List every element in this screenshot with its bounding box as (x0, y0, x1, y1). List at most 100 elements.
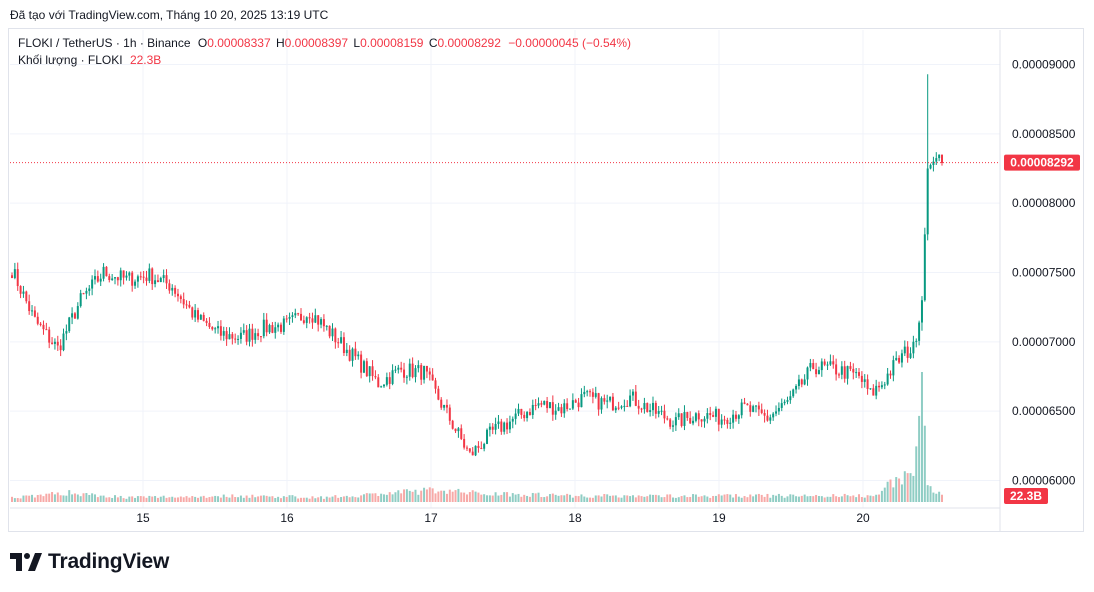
candle-body (520, 408, 523, 415)
candle-body (385, 377, 388, 385)
candle-body (858, 372, 861, 376)
candle-body (331, 328, 334, 337)
candle-body (428, 371, 431, 375)
volume-bar (935, 493, 938, 502)
candle-body (271, 325, 274, 333)
volume-bar (208, 497, 211, 502)
candle-body (79, 293, 82, 307)
volume-bar (228, 497, 231, 502)
volume-bar (720, 495, 723, 502)
volume-bar (886, 481, 889, 502)
candle-body (789, 396, 792, 401)
candle-body (262, 319, 265, 337)
candle-body (620, 406, 623, 408)
candle-body (45, 329, 48, 331)
candle-body (400, 367, 403, 370)
volume-bar (880, 490, 883, 502)
volume-bar (903, 471, 906, 502)
volume-bar (440, 490, 443, 502)
volume-bar (757, 493, 760, 502)
volume-bar (631, 495, 634, 502)
volume-bar (371, 493, 374, 502)
candle-body (371, 366, 374, 377)
volume-bar (826, 496, 829, 502)
volume-bar (134, 497, 137, 502)
volume-bar (775, 495, 778, 502)
volume-bar (136, 496, 139, 502)
candle-body (880, 385, 883, 388)
candle-body (918, 322, 921, 341)
candle-body (797, 379, 800, 386)
volume-label: Khối lượng · FLOKI (18, 53, 123, 67)
volume-bar (337, 497, 340, 502)
last-price-line: 0.00008292 22.3B (10, 154, 1080, 504)
volume-bar (941, 494, 943, 502)
volume-bar (703, 495, 706, 502)
candle-body (680, 413, 683, 426)
candle-body (694, 413, 697, 421)
volume-bar (614, 495, 617, 502)
candle-body (660, 410, 663, 412)
volume-bar (571, 497, 574, 502)
candle-body (202, 314, 205, 321)
candle-body (88, 288, 91, 291)
x-tick-label: 16 (280, 511, 294, 525)
candle-body (554, 410, 557, 415)
candle-body (906, 346, 909, 358)
candle-body (242, 330, 245, 333)
volume-bar (114, 495, 117, 502)
candle-body (468, 448, 471, 452)
candle-body (795, 385, 798, 390)
candle-body (780, 403, 783, 408)
candle-body (465, 447, 468, 449)
candle-body (548, 402, 551, 409)
volume-bar (755, 494, 757, 502)
volume-bar (609, 495, 612, 502)
volume-bar (846, 495, 849, 502)
candle-body (136, 276, 139, 282)
candle-body (852, 368, 855, 373)
tradingview-brand[interactable]: TradingView (10, 550, 169, 574)
volume-bar (640, 496, 643, 502)
volume-bar (474, 491, 477, 502)
candle-body (511, 418, 514, 422)
open-label: O (197, 36, 208, 50)
last-volume-label: 22.3B (1010, 489, 1042, 503)
volume-bar (832, 494, 835, 502)
volume-bar (546, 496, 549, 502)
volume-bar (717, 494, 720, 502)
candle-body (506, 422, 509, 430)
candle-body (720, 419, 723, 425)
volume-bar (729, 494, 732, 502)
candle-body (311, 318, 314, 323)
candle-body (191, 307, 194, 318)
volume-bar (42, 496, 45, 502)
volume-bar (191, 496, 194, 502)
candle-body (122, 270, 125, 278)
volume-bar (251, 494, 254, 502)
candle-body (420, 365, 423, 380)
candle-body (898, 357, 901, 363)
volume-bar (531, 492, 534, 502)
volume-bar (239, 495, 242, 502)
volume-bar (514, 494, 517, 502)
volume-bar (620, 497, 623, 502)
volume-bar (586, 497, 589, 502)
candle-body (646, 403, 649, 412)
volume-bar (869, 495, 872, 502)
volume-bar (789, 494, 792, 502)
volume-bar (423, 487, 426, 502)
volume-bar (188, 497, 191, 502)
candle-body (383, 384, 385, 387)
candle-body (551, 402, 554, 415)
volume-bar (772, 494, 775, 502)
candle-body (11, 275, 13, 279)
high-value: 0.00008397 (284, 36, 349, 50)
volume-bar (317, 497, 320, 502)
volume-bar (248, 497, 251, 502)
candle-body (217, 326, 220, 329)
volume-bar (234, 497, 237, 502)
volume-bar (168, 497, 171, 502)
volume-bar (726, 494, 729, 502)
